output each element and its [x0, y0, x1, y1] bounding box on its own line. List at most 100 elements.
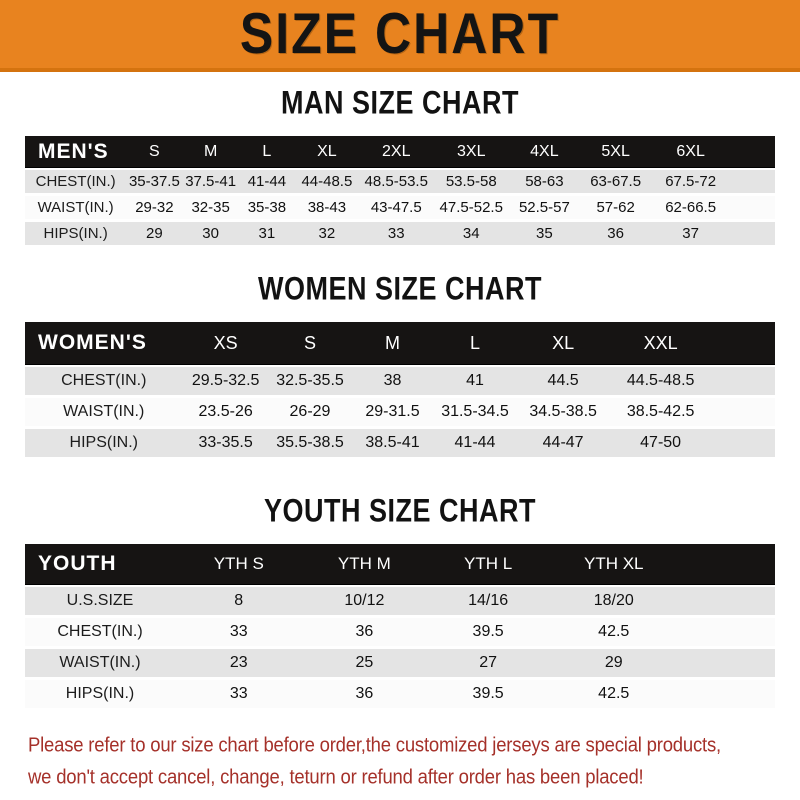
size-section-women: WOMEN SIZE CHART WOMEN'S XS S M L XL XXL CHEST(I…	[0, 270, 800, 460]
size-value-cell: 44.5-48.5	[610, 367, 712, 395]
size-column-header: 2XL	[358, 136, 434, 167]
size-value-cell: 35-38	[238, 196, 295, 219]
table-row: WAIST(IN.) 29-32 32-35 35-38 38-43 43-47.5 47.…	[25, 196, 775, 219]
size-column-header: M	[351, 322, 434, 364]
size-value-cell: 42.5	[550, 680, 678, 708]
row-filler	[711, 429, 775, 457]
row-filler	[677, 618, 775, 646]
men-size-table: MEN'S S M L XL 2XL 3XL 4XL 5XL 6XL CHEST(IN.) 35-37…	[25, 133, 775, 248]
chart-sections: MAN SIZE CHART MEN'S S M L XL 2XL 3XL 4XL 5XL 6XL C…	[0, 84, 800, 711]
size-value-cell: 41-44	[433, 429, 517, 457]
table-row: HIPS(IN.) 29 30 31 32 33 34 35 36 37	[25, 222, 775, 245]
size-value-cell: 38.5-42.5	[610, 398, 712, 426]
size-value-cell: 44-48.5	[295, 170, 359, 193]
size-column-header: XXL	[610, 322, 712, 364]
size-column-header: 3XL	[433, 136, 509, 167]
table-row: U.S.SIZE 8 10/12 14/16 18/20	[25, 587, 775, 615]
section-heading-youth: YOUTH SIZE CHART	[0, 493, 800, 529]
table-row: CHEST(IN.) 35-37.5 37.5-41 41-44 44-48.5 48.5…	[25, 170, 775, 193]
size-column-header: XS	[182, 322, 269, 364]
size-value-cell: 33	[358, 222, 434, 245]
row-filler	[677, 680, 775, 708]
row-filler	[677, 587, 775, 615]
size-value-cell: 31.5-34.5	[433, 398, 517, 426]
size-value-cell: 34	[433, 222, 509, 245]
size-value-cell: 39.5	[426, 680, 550, 708]
size-value-cell: 41-44	[238, 170, 295, 193]
size-value-cell: 39.5	[426, 618, 550, 646]
size-value-cell: 32-35	[182, 196, 239, 219]
size-value-cell: 27	[426, 649, 550, 677]
row-filler	[730, 196, 775, 219]
table-header-row: MEN'S S M L XL 2XL 3XL 4XL 5XL 6XL	[25, 136, 775, 167]
size-value-cell: 34.5-38.5	[516, 398, 610, 426]
size-column-header: S	[126, 136, 183, 167]
size-value-cell: 35-37.5	[126, 170, 183, 193]
size-value-cell: 47.5-52.5	[433, 196, 509, 219]
size-value-cell: 38.5-41	[351, 429, 434, 457]
banner: SIZE CHART	[0, 0, 800, 72]
row-label: CHEST(IN.)	[25, 170, 127, 193]
table-row: WAIST(IN.) 23.5-26 26-29 29-31.5 31.5-34.5 34…	[25, 398, 775, 426]
size-section-men: MAN SIZE CHART MEN'S S M L XL 2XL 3XL 4XL 5XL 6XL C…	[0, 84, 800, 248]
row-label: HIPS(IN.)	[25, 222, 127, 245]
size-value-cell: 52.5-57	[508, 196, 580, 219]
table-corner-label: WOMEN'S	[25, 322, 183, 364]
size-column-header: 4XL	[508, 136, 580, 167]
size-value-cell: 33	[175, 680, 303, 708]
row-filler	[711, 367, 775, 395]
size-value-cell: 23.5-26	[182, 398, 269, 426]
size-column-header: L	[238, 136, 295, 167]
size-value-cell: 36	[580, 222, 652, 245]
size-value-cell: 26-29	[268, 398, 352, 426]
table-header-row: WOMEN'S XS S M L XL XXL	[25, 322, 775, 364]
size-column-header: 6XL	[651, 136, 730, 167]
size-column-header: L	[433, 322, 517, 364]
size-value-cell: 62-66.5	[651, 196, 730, 219]
header-filler	[677, 544, 775, 584]
section-heading-men: MAN SIZE CHART	[0, 84, 800, 121]
table-row: WAIST(IN.) 23 25 27 29	[25, 649, 775, 677]
size-value-cell: 35	[508, 222, 580, 245]
size-column-header: YTH XL	[550, 544, 678, 584]
section-heading-text: WOMEN SIZE CHART	[258, 270, 542, 307]
size-value-cell: 30	[182, 222, 239, 245]
section-heading-text: MAN SIZE CHART	[281, 84, 519, 121]
size-column-header: XL	[295, 136, 359, 167]
size-value-cell: 36	[302, 618, 427, 646]
size-value-cell: 29.5-32.5	[182, 367, 269, 395]
table-row: CHEST(IN.) 33 36 39.5 42.5	[25, 618, 775, 646]
size-column-header: YTH L	[426, 544, 550, 584]
size-column-header: YTH M	[302, 544, 427, 584]
row-filler	[730, 222, 775, 245]
youth-size-table: YOUTH YTH S YTH M YTH L YTH XL U.S.SIZE 8 10/12…	[25, 541, 775, 711]
row-label: WAIST(IN.)	[25, 398, 183, 426]
size-value-cell: 35.5-38.5	[268, 429, 352, 457]
header-filler	[730, 136, 775, 167]
size-value-cell: 42.5	[550, 618, 678, 646]
table-row: HIPS(IN.) 33 36 39.5 42.5	[25, 680, 775, 708]
size-value-cell: 31	[238, 222, 295, 245]
table-row: CHEST(IN.) 29.5-32.5 32.5-35.5 38 41 44.5 44.5…	[25, 367, 775, 395]
row-label: HIPS(IN.)	[25, 429, 183, 457]
size-value-cell: 32.5-35.5	[268, 367, 352, 395]
size-value-cell: 10/12	[302, 587, 427, 615]
size-value-cell: 41	[433, 367, 517, 395]
size-value-cell: 43-47.5	[358, 196, 434, 219]
size-value-cell: 29-31.5	[351, 398, 434, 426]
size-column-header: M	[182, 136, 239, 167]
section-heading-women: WOMEN SIZE CHART	[0, 270, 800, 307]
size-value-cell: 67.5-72	[651, 170, 730, 193]
size-value-cell: 32	[295, 222, 359, 245]
row-label: WAIST(IN.)	[25, 649, 175, 677]
size-value-cell: 29	[126, 222, 183, 245]
size-value-cell: 53.5-58	[433, 170, 509, 193]
size-value-cell: 44.5	[516, 367, 610, 395]
row-label: WAIST(IN.)	[25, 196, 127, 219]
size-value-cell: 37	[651, 222, 730, 245]
table-header-row: YOUTH YTH S YTH M YTH L YTH XL	[25, 544, 775, 584]
row-label: CHEST(IN.)	[25, 618, 175, 646]
size-column-header: YTH S	[175, 544, 303, 584]
header-filler	[711, 322, 775, 364]
